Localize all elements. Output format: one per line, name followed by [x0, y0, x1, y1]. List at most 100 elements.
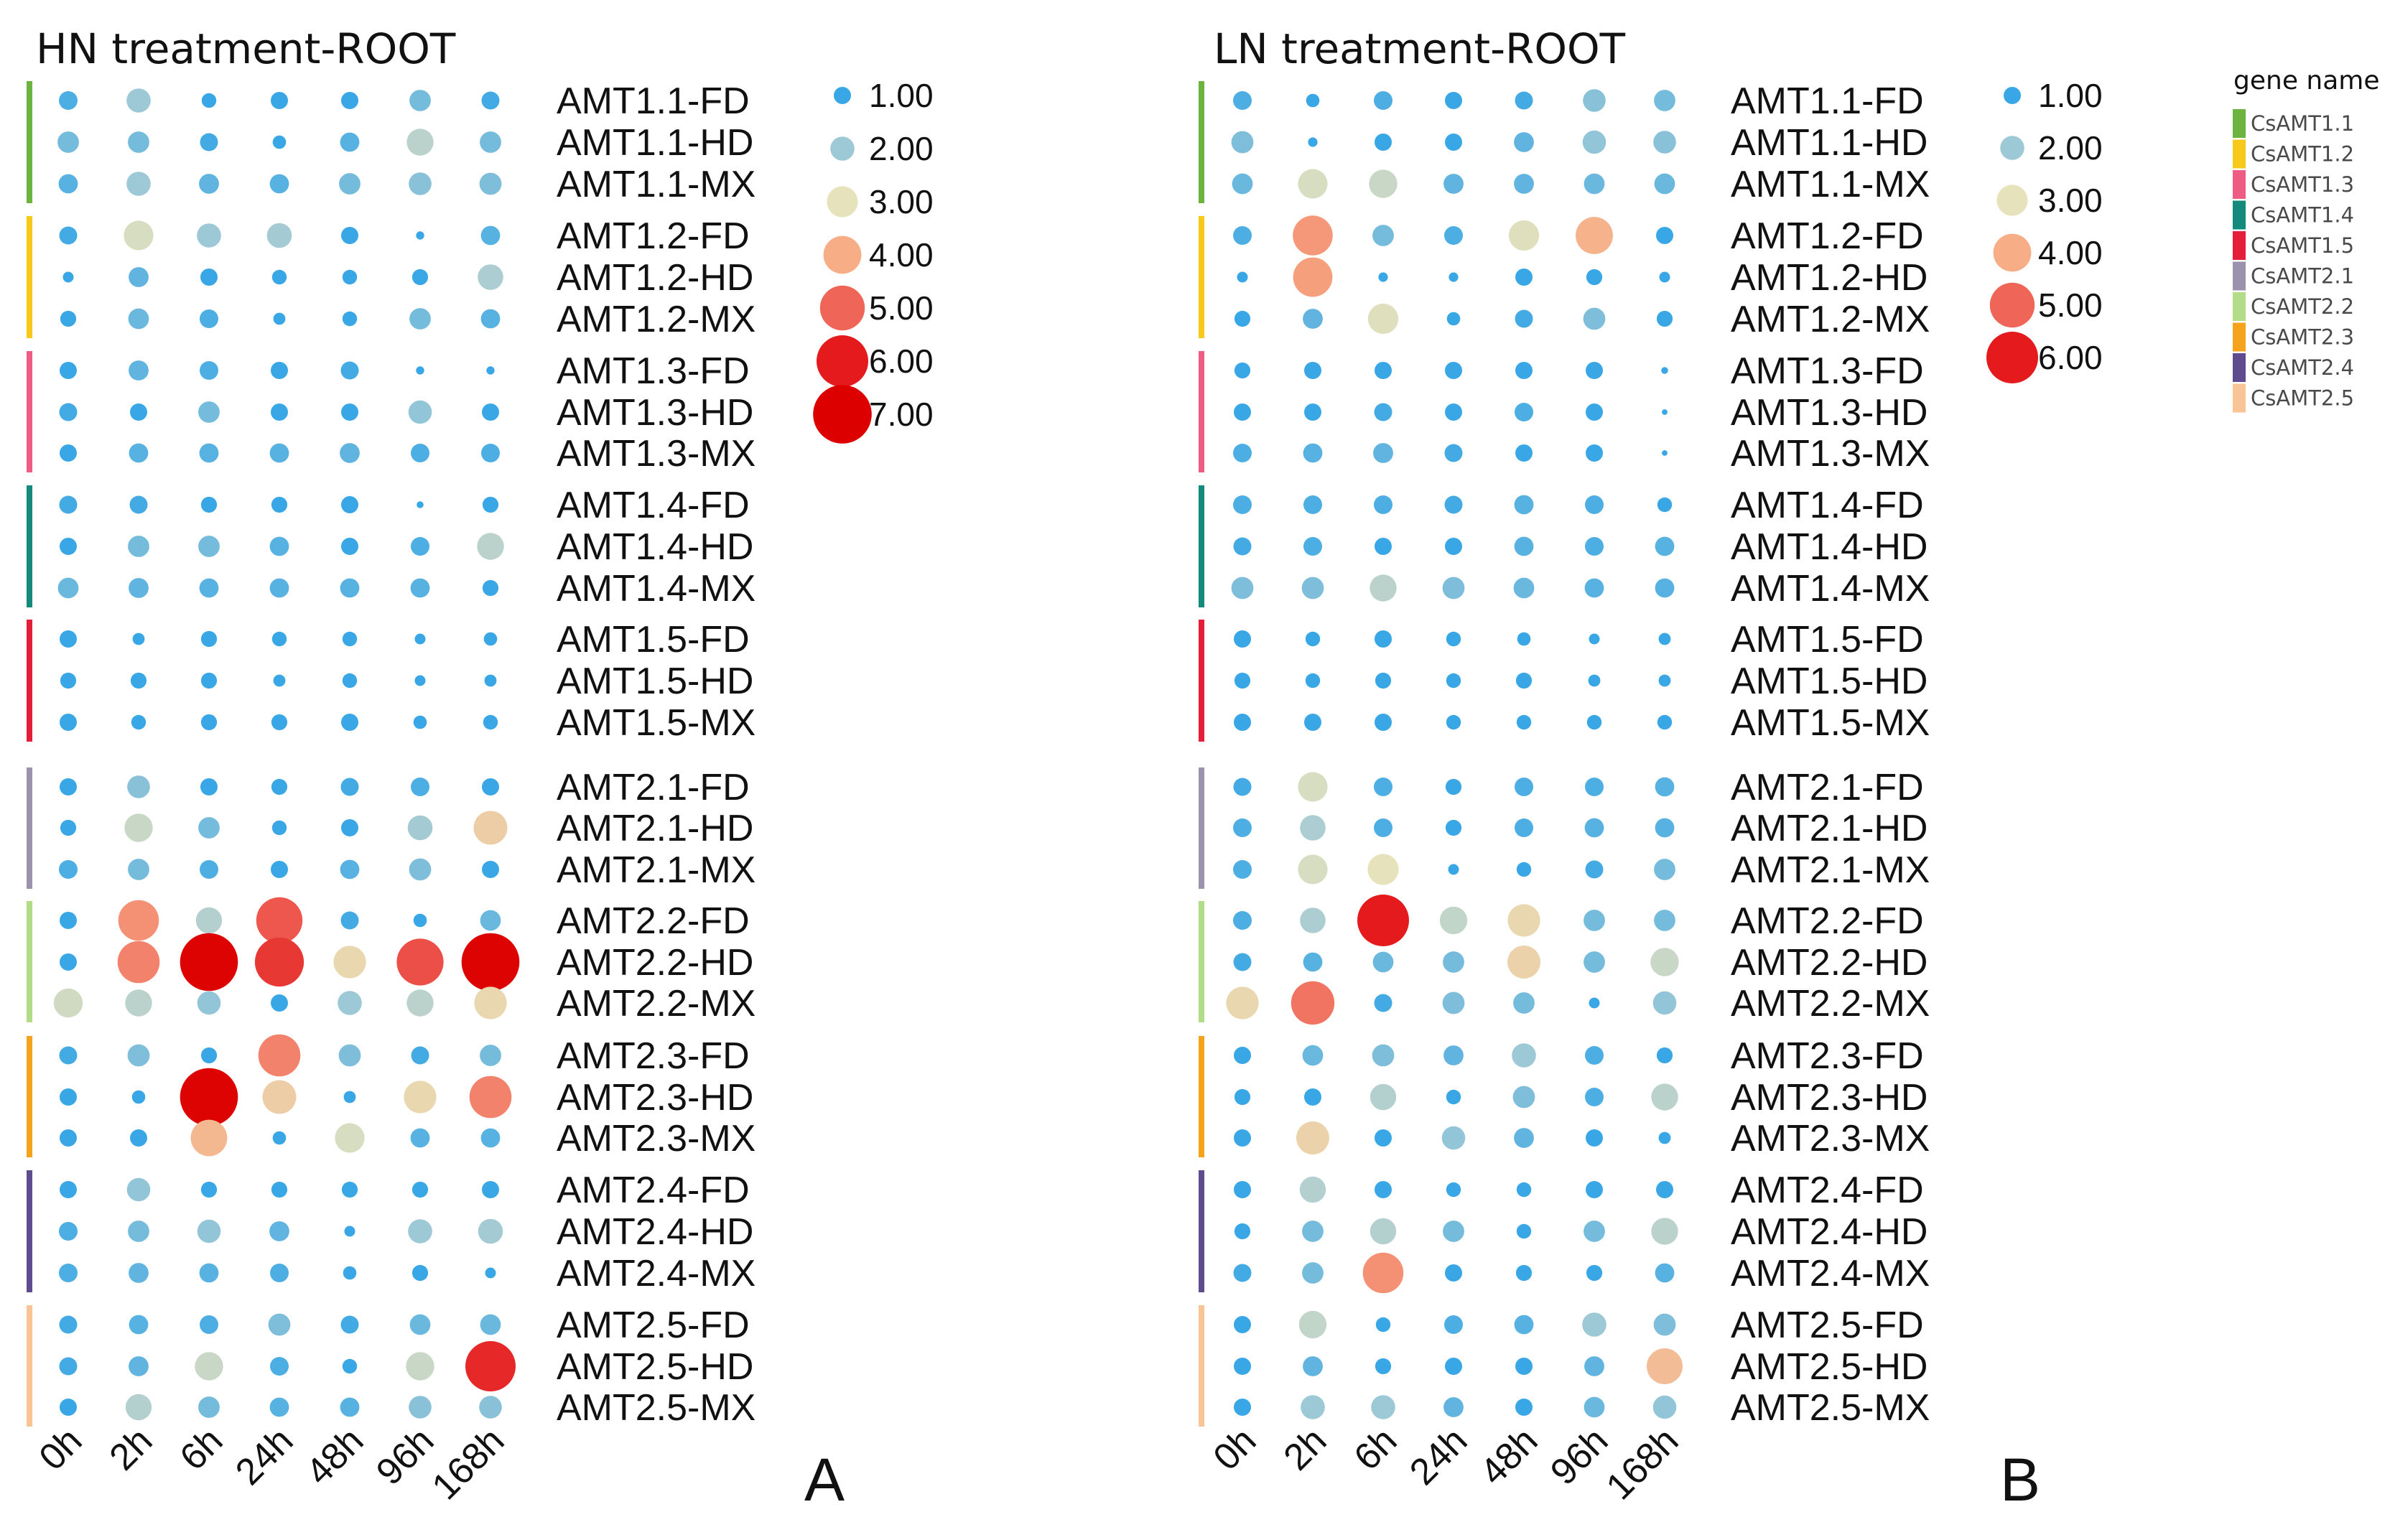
data-point	[469, 1075, 512, 1119]
row-label: AMT1.5-HD	[1731, 661, 1928, 702]
row-label: AMT1.3-FD	[557, 350, 750, 392]
data-point	[1233, 537, 1252, 556]
data-point	[1655, 1263, 1675, 1283]
row-label: AMT2.2-FD	[1731, 900, 1924, 942]
data-point	[411, 1046, 429, 1065]
row-label: AMT2.4-FD	[1731, 1170, 1924, 1211]
data-point	[180, 1068, 238, 1126]
data-point	[60, 714, 77, 731]
data-point	[486, 366, 495, 375]
data-point	[200, 672, 218, 689]
data-point	[477, 533, 504, 560]
data-point	[1233, 444, 1252, 462]
row-label: AMT2.4-MX	[557, 1253, 755, 1294]
legend-dot	[1993, 233, 2032, 272]
data-point	[1304, 403, 1321, 421]
x-tick-label: 0h	[1206, 1419, 1265, 1478]
data-point	[340, 859, 360, 879]
data-point	[1231, 131, 1254, 154]
data-point	[480, 225, 501, 246]
data-point	[413, 715, 427, 729]
data-point	[198, 401, 220, 423]
x-tick-label: 48h	[298, 1419, 371, 1493]
data-point	[1234, 1399, 1251, 1416]
row-label: AMT2.2-MX	[557, 983, 755, 1025]
data-point	[201, 93, 217, 108]
data-point	[1445, 134, 1462, 151]
data-point	[1234, 362, 1251, 379]
data-point	[273, 312, 286, 325]
data-point	[59, 1046, 78, 1065]
data-point	[1652, 991, 1677, 1015]
data-point	[1374, 994, 1392, 1012]
data-point	[1586, 1264, 1603, 1282]
data-point	[269, 1397, 289, 1417]
data-point	[1375, 134, 1392, 151]
data-point	[1375, 1181, 1392, 1198]
data-point	[1449, 272, 1459, 282]
data-point	[200, 269, 218, 286]
row-label: AMT1.4-HD	[557, 526, 753, 568]
legend-dot	[834, 87, 851, 104]
row-label: AMT1.2-HD	[557, 257, 753, 299]
group-color-bar	[27, 1170, 32, 1292]
data-point	[1589, 633, 1600, 645]
data-point	[342, 1358, 358, 1374]
data-point	[1515, 1358, 1533, 1375]
data-point	[200, 133, 218, 151]
data-point	[60, 672, 77, 689]
data-point	[340, 911, 359, 930]
data-point	[1445, 362, 1462, 379]
data-point	[59, 1357, 78, 1376]
data-point	[1514, 1128, 1534, 1148]
data-point	[262, 1080, 297, 1114]
data-point	[60, 444, 77, 462]
data-point	[342, 311, 358, 327]
data-point	[59, 495, 78, 514]
data-point	[1584, 578, 1604, 598]
data-point	[269, 1221, 289, 1241]
data-point	[269, 536, 289, 556]
group-color-bar	[1199, 901, 1204, 1022]
row-label: AMT1.4-FD	[1731, 485, 1924, 526]
data-point	[1298, 1310, 1327, 1339]
data-point	[272, 1131, 287, 1145]
data-point	[1647, 1348, 1683, 1384]
data-point	[1445, 538, 1462, 555]
data-point	[1443, 1397, 1464, 1417]
data-point	[465, 1341, 516, 1391]
data-point	[1515, 444, 1533, 462]
data-point	[1374, 91, 1392, 110]
gene-legend-swatch	[2233, 383, 2246, 413]
data-point	[1300, 907, 1326, 933]
data-point	[198, 817, 220, 839]
data-point	[409, 172, 432, 195]
row-label: AMT2.1-HD	[1731, 808, 1928, 849]
row-label: AMT1.5-MX	[1731, 702, 1930, 744]
data-point	[406, 989, 434, 1017]
row-label: AMT1.3-HD	[1731, 392, 1928, 434]
data-point	[128, 859, 149, 880]
data-point	[1445, 92, 1462, 109]
data-point	[1662, 450, 1668, 456]
data-point	[200, 630, 218, 648]
legend-label: 4.00	[869, 236, 934, 274]
data-point	[410, 578, 430, 598]
data-point	[1375, 672, 1392, 689]
data-point	[1375, 538, 1392, 555]
data-point	[60, 1088, 77, 1106]
group-color-bar	[1199, 351, 1204, 472]
x-tick-label: 24h	[1402, 1419, 1475, 1493]
data-point	[1233, 953, 1252, 971]
legend-dot	[827, 186, 858, 218]
data-point	[195, 1352, 223, 1381]
data-point	[1651, 1218, 1678, 1245]
legend-dot	[2004, 87, 2021, 104]
data-point	[1234, 1316, 1251, 1333]
data-point	[1233, 818, 1252, 837]
gene-legend-swatch	[2233, 109, 2246, 138]
data-point	[1516, 862, 1532, 877]
legend-label: 1.00	[2038, 77, 2103, 114]
data-point	[1445, 778, 1462, 795]
row-label: AMT2.3-FD	[557, 1035, 750, 1077]
